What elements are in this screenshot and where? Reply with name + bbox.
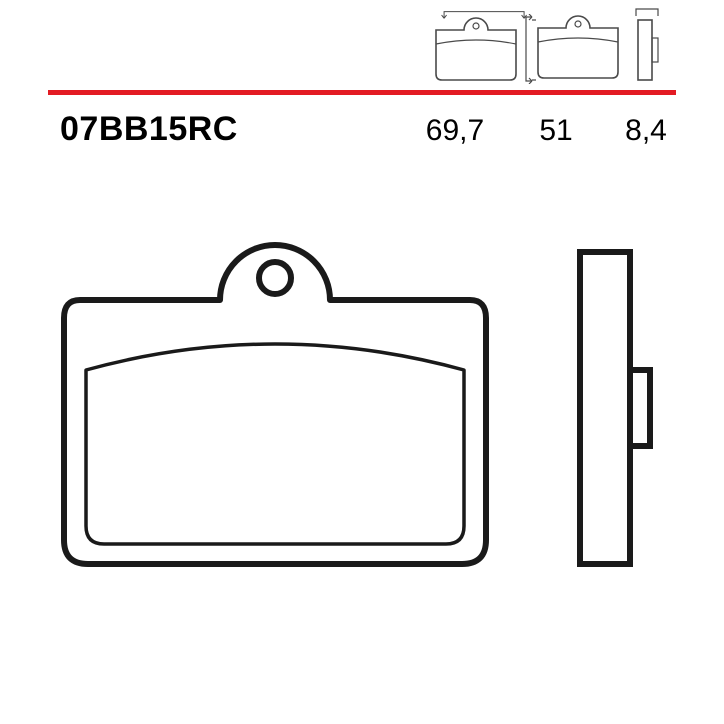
- thumbnail-row: [430, 14, 662, 84]
- thumb-width-view: [430, 16, 522, 84]
- dim-height: 51: [526, 114, 586, 148]
- accent-divider: [48, 90, 676, 95]
- label-row: 07BB15RC 69,7 51 8,4: [60, 110, 676, 149]
- thumb-thickness-view: [634, 14, 662, 84]
- dim-width: 69,7: [414, 114, 496, 148]
- part-number: 07BB15RC: [60, 110, 238, 149]
- dim-thickness: 8,4: [616, 114, 676, 148]
- dimensions-group: 69,7 51 8,4: [414, 114, 676, 148]
- brake-pad-side-view: [576, 220, 656, 580]
- brake-pad-front-view: [60, 220, 490, 580]
- thumb-height-view: [532, 14, 624, 84]
